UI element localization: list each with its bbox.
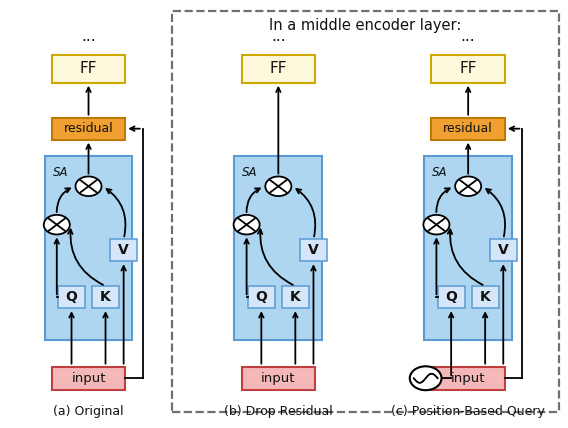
Text: FF: FF (460, 62, 477, 77)
Text: V: V (498, 243, 509, 257)
Circle shape (410, 366, 441, 390)
Text: (c) Position-Based Query: (c) Position-Based Query (391, 405, 545, 418)
Text: K: K (100, 290, 111, 304)
Text: input: input (71, 372, 106, 385)
FancyBboxPatch shape (52, 55, 126, 83)
FancyBboxPatch shape (471, 286, 499, 308)
Text: SA: SA (52, 166, 68, 179)
Text: Q: Q (65, 290, 77, 304)
Text: In a middle encoder layer:: In a middle encoder layer: (269, 18, 462, 33)
FancyBboxPatch shape (300, 239, 327, 262)
Text: K: K (480, 290, 491, 304)
Text: ...: ... (81, 30, 96, 45)
FancyBboxPatch shape (235, 156, 322, 340)
Text: (a) Original: (a) Original (53, 405, 124, 418)
FancyBboxPatch shape (431, 118, 505, 140)
Circle shape (233, 215, 260, 235)
Text: V: V (118, 243, 129, 257)
Text: ...: ... (271, 30, 286, 45)
Text: SA: SA (432, 166, 448, 179)
Text: SA: SA (243, 166, 258, 179)
FancyBboxPatch shape (110, 239, 137, 262)
Text: FF: FF (80, 62, 97, 77)
FancyBboxPatch shape (248, 286, 275, 308)
Text: Q: Q (256, 290, 268, 304)
Text: residual: residual (64, 122, 114, 135)
FancyBboxPatch shape (424, 156, 512, 340)
Circle shape (423, 215, 449, 235)
FancyBboxPatch shape (431, 366, 505, 390)
Text: input: input (261, 372, 295, 385)
Text: FF: FF (270, 62, 287, 77)
FancyBboxPatch shape (490, 239, 517, 262)
FancyBboxPatch shape (241, 55, 315, 83)
FancyBboxPatch shape (431, 55, 505, 83)
Circle shape (76, 176, 102, 196)
Circle shape (455, 176, 481, 196)
FancyBboxPatch shape (282, 286, 309, 308)
FancyBboxPatch shape (52, 366, 126, 390)
FancyBboxPatch shape (52, 118, 126, 140)
Circle shape (265, 176, 291, 196)
Text: K: K (290, 290, 300, 304)
FancyBboxPatch shape (241, 366, 315, 390)
Circle shape (44, 215, 70, 235)
FancyBboxPatch shape (58, 286, 85, 308)
Text: input: input (451, 372, 486, 385)
Text: V: V (308, 243, 319, 257)
FancyBboxPatch shape (45, 156, 132, 340)
Text: ...: ... (461, 30, 475, 45)
Text: Q: Q (445, 290, 457, 304)
Text: residual: residual (443, 122, 493, 135)
Text: (b) Drop Residual: (b) Drop Residual (224, 405, 333, 418)
FancyBboxPatch shape (92, 286, 119, 308)
FancyBboxPatch shape (437, 286, 465, 308)
